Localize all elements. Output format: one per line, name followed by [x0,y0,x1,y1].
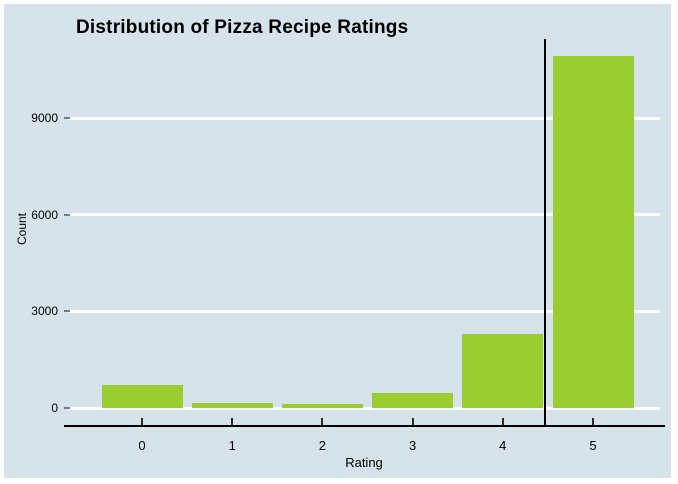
y-axis-label: Count [15,212,29,246]
bar-rating-0 [101,384,183,408]
y-tick-mark [64,117,70,120]
x-tick-label: 3 [408,438,417,453]
bar-rating-2 [281,403,363,408]
x-tick-mark [592,418,594,425]
y-tick-label: 9000 [31,111,58,126]
x-tick-mark [321,418,324,425]
y-tick-label: 0 [51,401,58,415]
x-axis-line [64,425,665,427]
y-gridline [68,116,660,120]
y-tick-label: 3000 [31,304,58,319]
x-tick-label: 5 [589,438,597,453]
y-gridline [68,309,660,313]
x-tick-mark [411,418,414,425]
y-tick-label: 6000 [31,207,58,222]
x-tick-mark [231,418,234,425]
bar-rating-1 [191,402,273,408]
x-axis-label: Rating [345,455,383,470]
x-tick-label: 1 [228,438,236,453]
x-tick-mark [141,418,143,425]
y-gridline [68,213,660,217]
y-tick-mark [64,407,70,409]
x-tick-label: 2 [318,438,326,453]
bar-rating-5 [552,55,634,408]
bar-rating-4 [462,334,544,408]
y-gridline [68,406,660,410]
x-tick-label: 0 [138,438,146,453]
x-tick-mark [501,418,504,425]
mean-rating-line [544,39,546,427]
x-tick-label: 4 [499,438,507,453]
y-tick-mark [64,310,70,313]
y-tick-mark [64,213,70,216]
chart-title: Distribution of Pizza Recipe Ratings [76,17,409,38]
bar-rating-3 [372,393,454,408]
